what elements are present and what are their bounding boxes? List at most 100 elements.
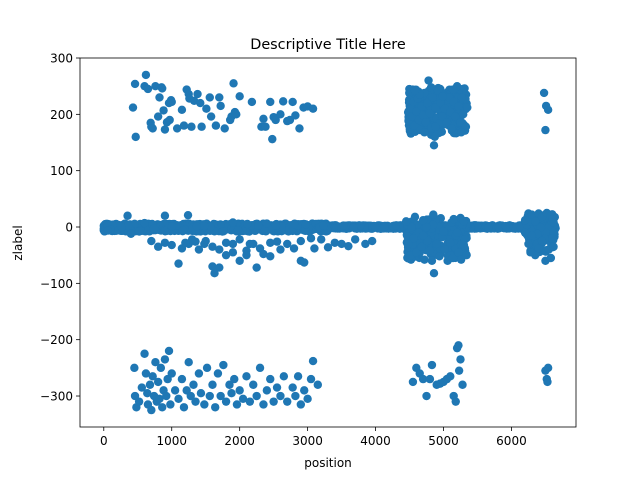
data-point [130, 363, 139, 373]
data-point [174, 259, 183, 268]
data-point [283, 397, 292, 406]
data-point [259, 400, 268, 409]
data-point [177, 105, 187, 115]
data-point [143, 84, 153, 94]
data-point [276, 110, 285, 119]
data-point [300, 386, 309, 395]
data-point [170, 386, 180, 395]
data-point [215, 93, 224, 102]
data-point [446, 372, 455, 381]
data-point [177, 374, 187, 384]
data-point [549, 218, 558, 227]
x-tick-label: 3000 [292, 434, 323, 448]
data-point [423, 98, 432, 108]
data-point [289, 219, 299, 229]
data-point [421, 118, 431, 127]
data-point [164, 346, 174, 356]
data-point [412, 107, 421, 116]
data-point [158, 84, 167, 93]
dense-band-point [319, 221, 328, 231]
data-point [227, 389, 236, 398]
axes-frame [79, 57, 577, 428]
dense-band-point [484, 223, 493, 232]
data-point [252, 391, 261, 401]
data-point [418, 216, 428, 225]
data-point [420, 255, 429, 264]
data-point [543, 363, 553, 373]
data-point [449, 214, 458, 224]
dense-band-point [301, 220, 311, 229]
data-point [219, 360, 228, 370]
data-point [228, 239, 238, 249]
data-point [153, 242, 163, 251]
data-point [269, 397, 278, 406]
data-point [279, 372, 289, 381]
data-point [155, 93, 164, 102]
y-tick-label: 100 [50, 164, 73, 178]
data-point [437, 112, 447, 121]
data-point [272, 237, 282, 246]
x-tick-label: 5000 [428, 434, 459, 448]
data-point [367, 236, 377, 246]
dense-band-point [355, 221, 365, 230]
data-point [183, 210, 193, 220]
data-point [153, 112, 163, 121]
data-point [235, 386, 244, 395]
data-point [261, 122, 270, 131]
data-point [456, 128, 466, 137]
data-point [200, 400, 209, 409]
data-point [442, 118, 452, 127]
data-point [288, 383, 297, 392]
data-point [140, 218, 149, 228]
data-point [271, 115, 280, 125]
dense-band-point [494, 223, 503, 232]
data-point [463, 103, 472, 112]
data-point [211, 121, 221, 130]
data-point [323, 243, 333, 252]
data-point [548, 234, 557, 243]
x-tick-label: 1000 [156, 434, 187, 448]
data-point [266, 97, 275, 107]
data-point [418, 231, 428, 240]
x-tick-label: 4000 [360, 434, 391, 448]
data-point [134, 397, 144, 406]
data-point [462, 250, 471, 260]
data-point [189, 380, 198, 389]
data-point [141, 70, 151, 80]
data-point [268, 134, 277, 144]
data-point [296, 400, 306, 409]
data-point [179, 121, 189, 130]
data-point [308, 104, 318, 113]
data-point [245, 397, 255, 406]
data-point [428, 93, 437, 102]
data-point [303, 394, 312, 404]
data-point [172, 124, 182, 133]
data-point [202, 363, 212, 373]
data-point [155, 394, 164, 404]
data-point [429, 210, 438, 219]
dense-band-point [422, 222, 431, 232]
data-point [200, 239, 209, 249]
data-point [459, 217, 469, 226]
data-point [247, 97, 257, 107]
data-point [197, 122, 206, 131]
data-point [403, 239, 413, 249]
data-point [454, 366, 464, 375]
data-point [410, 212, 420, 222]
data-point [186, 391, 195, 401]
x-tick-label: 0 [100, 434, 108, 448]
data-point [361, 239, 370, 249]
data-point [232, 110, 241, 119]
data-point [272, 383, 282, 392]
data-point [259, 114, 268, 124]
data-point [147, 405, 156, 415]
data-point [202, 104, 211, 113]
data-point [123, 211, 132, 220]
dense-band-point [243, 219, 252, 229]
data-point [167, 240, 176, 250]
data-point [306, 234, 316, 243]
data-point [527, 210, 537, 219]
data-point [191, 237, 200, 246]
data-point [145, 380, 155, 389]
data-point [422, 391, 431, 401]
